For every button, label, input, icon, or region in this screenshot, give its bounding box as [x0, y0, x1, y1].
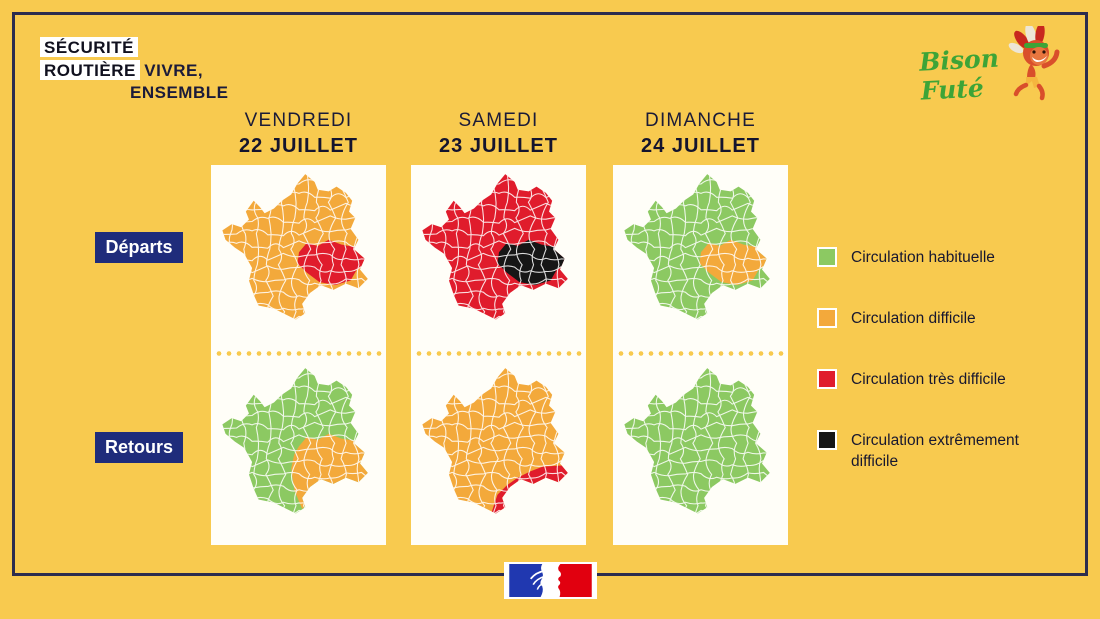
- map-france-departs-vendredi: [221, 174, 368, 320]
- dotted-divider: [616, 350, 785, 357]
- dotted-divider: [214, 350, 383, 357]
- dotted-divider: [414, 350, 583, 357]
- map-france-departs-samedi: [421, 174, 568, 320]
- legend-item-difficile: Circulation difficile: [817, 307, 1052, 330]
- date-label: 24 JUILLET: [641, 135, 760, 157]
- map-france-departs-dimanche: [623, 174, 770, 320]
- forecast-card-dimanche: [613, 165, 788, 545]
- legend-swatch-black: [817, 429, 837, 450]
- routiere-chip: ROUTIÈRE: [40, 59, 140, 80]
- bison-fute-logo: Bison Futé: [919, 26, 1062, 110]
- day-label: VENDREDI: [244, 110, 353, 131]
- date-label: 22 JUILLET: [239, 135, 358, 157]
- date-label: 23 JUILLET: [439, 135, 558, 157]
- legend-swatch-green: [817, 247, 837, 267]
- column-header-dimanche: DIMANCHE 24 JUILLET: [613, 110, 788, 158]
- row-label-departs: Départs: [95, 232, 183, 263]
- legend-swatch-orange: [817, 307, 837, 328]
- legend-item-tres-difficile: Circulation très difficile: [817, 368, 1052, 391]
- securite-chip: SÉCURITÉ: [40, 37, 138, 58]
- forecast-card-samedi: [411, 165, 586, 545]
- traffic-legend: Circulation habituelle Circulation diffi…: [817, 247, 1052, 512]
- marianne-icon: [509, 564, 592, 597]
- legend-item-habituelle: Circulation habituelle: [817, 247, 1052, 269]
- day-label: DIMANCHE: [645, 110, 756, 131]
- legend-item-extremement-difficile: Circulation extrêmement difficile: [817, 429, 1052, 473]
- securite-routiere-logo: SÉCURITÉ ROUTIÈRE VIVRE, ENSEMBLE: [40, 37, 228, 103]
- map-france-retours-dimanche: [623, 368, 770, 514]
- ensemble-label: ENSEMBLE: [130, 82, 229, 102]
- row-label-retours: Retours: [95, 432, 183, 463]
- column-header-samedi: SAMEDI 23 JUILLET: [411, 110, 586, 158]
- legend-swatch-red: [817, 368, 837, 389]
- bison-fute-mascot-icon: [1008, 26, 1060, 101]
- map-france-retours-samedi: [421, 368, 568, 514]
- day-label: SAMEDI: [458, 110, 539, 131]
- forecast-card-vendredi: [211, 165, 386, 545]
- map-france-retours-vendredi: [221, 368, 368, 514]
- french-government-flag-logo: [504, 562, 597, 599]
- column-header-vendredi: VENDREDI 22 JUILLET: [211, 110, 386, 158]
- vivre-label: VIVRE,: [144, 60, 204, 80]
